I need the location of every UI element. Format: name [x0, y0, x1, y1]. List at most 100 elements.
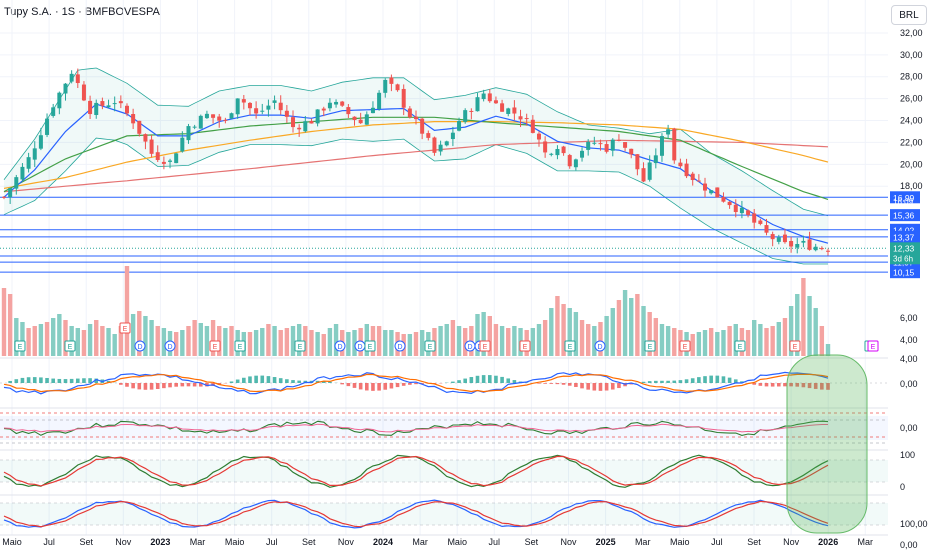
event-marker-label: E: [871, 344, 876, 351]
bollinger-band-fill: [4, 68, 828, 264]
macd-histogram-bar: [57, 378, 62, 383]
earnings-marker[interactable]: E: [644, 340, 656, 352]
candle-body: [303, 121, 308, 132]
event-marker-label: D: [357, 344, 362, 351]
candle-body: [518, 116, 523, 120]
volume-bar: [715, 332, 720, 356]
earnings-marker[interactable]: E: [234, 340, 246, 352]
macd-histogram-bar: [168, 383, 172, 388]
candle-body: [211, 114, 216, 118]
event-marker-label: E: [18, 344, 23, 351]
volume-bars: [1, 266, 831, 356]
macd-histogram-bar: [500, 376, 504, 383]
macd-histogram-bar: [512, 380, 517, 383]
earnings-marker[interactable]: E: [479, 340, 491, 352]
candle-body: [241, 99, 246, 103]
macd-histogram-bar: [574, 383, 578, 387]
candle-body: [401, 88, 406, 108]
volume-bar: [124, 266, 130, 356]
macd-histogram-bar: [641, 381, 646, 383]
price-level-label: 13,37: [893, 232, 915, 242]
time-axis-label: Maio: [447, 537, 467, 547]
macd-histogram-bar: [180, 383, 185, 387]
earnings-marker[interactable]: E: [519, 340, 531, 352]
earnings-marker[interactable]: E: [564, 340, 576, 352]
candle-body: [20, 166, 25, 180]
dividend-marker[interactable]: D: [594, 340, 606, 352]
time-axis-label: Nov: [115, 537, 132, 547]
candle-body: [334, 101, 339, 105]
macd-histogram-bar: [340, 383, 345, 385]
macd-histogram-bar: [119, 383, 123, 385]
earnings-marker[interactable]: E: [14, 340, 26, 352]
dividend-marker[interactable]: D: [464, 340, 476, 352]
macd-histogram-bar: [242, 377, 246, 383]
volume-bar: [696, 332, 702, 356]
earnings-marker[interactable]: E: [364, 340, 376, 352]
price-level-label: 16,99: [893, 193, 915, 203]
macd-histogram-bar: [254, 375, 258, 383]
earnings-marker[interactable]: E: [209, 340, 221, 352]
earnings-marker[interactable]: E: [679, 340, 691, 352]
candle-body: [801, 240, 806, 243]
earnings-marker[interactable]: E: [789, 340, 801, 352]
time-axis-label: 2023: [150, 537, 170, 547]
macd-histogram-bar: [352, 383, 357, 388]
macd-histogram-bar: [813, 383, 818, 389]
volume-bar: [721, 330, 726, 356]
volume-bar: [733, 324, 738, 356]
candle-body: [543, 141, 548, 153]
macd-histogram-bar: [235, 379, 240, 383]
dividend-marker[interactable]: D: [334, 340, 346, 352]
volume-bar: [819, 326, 825, 356]
candle-body: [475, 97, 480, 112]
candle-body: [524, 118, 529, 120]
volume-bar: [173, 332, 179, 356]
event-marker-label: E: [428, 344, 433, 351]
volume-bar: [555, 296, 560, 356]
volume-bar: [186, 326, 191, 356]
time-axis-label: Mar: [190, 537, 206, 547]
dividend-marker[interactable]: D: [394, 340, 406, 352]
volume-bar: [782, 318, 788, 356]
volume-bar: [118, 326, 124, 356]
earnings-marker[interactable]: E: [424, 340, 436, 352]
stochastic1-axis-label: 0: [900, 482, 905, 492]
earnings-marker[interactable]: E: [119, 322, 131, 334]
volume-bar: [198, 323, 203, 356]
volume-bar: [204, 326, 210, 356]
volume-bar: [690, 334, 695, 356]
dividend-marker[interactable]: D: [354, 340, 366, 352]
candle-body: [782, 234, 787, 243]
earnings-marker-future[interactable]: E: [867, 340, 879, 352]
grid: [0, 0, 888, 535]
macd-histogram-bar: [266, 376, 271, 383]
earnings-marker[interactable]: E: [734, 340, 746, 352]
volume-axis-label: 4,00: [900, 335, 918, 345]
volume-bar: [38, 324, 44, 356]
macd-histogram-bar: [88, 378, 92, 383]
candle-body: [586, 141, 591, 150]
dividend-marker[interactable]: D: [164, 340, 176, 352]
time-axis-label: Set: [525, 537, 539, 547]
volume-bar: [616, 300, 622, 356]
currency-button[interactable]: BRL: [891, 5, 927, 25]
macd-histogram-bar: [149, 383, 154, 390]
candle-body: [789, 240, 794, 247]
earnings-marker[interactable]: E: [64, 340, 76, 352]
candle-body: [260, 110, 265, 112]
earnings-marker[interactable]: E: [294, 340, 306, 352]
volume-bar: [708, 328, 714, 356]
time-axis-label: Mar: [412, 537, 428, 547]
macd-histogram-bar: [567, 383, 572, 386]
candle-body: [561, 146, 566, 154]
bar-countdown-label: 3d 6h: [893, 254, 913, 263]
volume-bar: [506, 328, 511, 356]
dividend-marker[interactable]: D: [134, 340, 146, 352]
macd-histogram-bar: [389, 383, 394, 389]
volume-bar: [1, 288, 7, 356]
macd-histogram-bar: [494, 375, 498, 383]
time-axis-label: 2025: [596, 537, 616, 547]
macd-histogram-bar: [617, 383, 621, 389]
